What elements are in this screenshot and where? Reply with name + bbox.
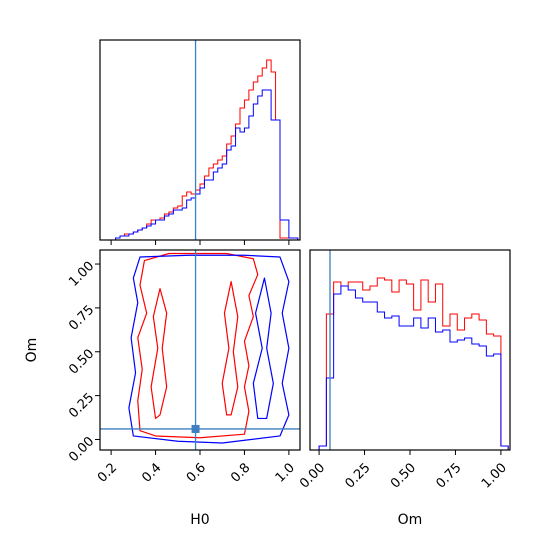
om-hist-x-tick-label: 1.00 [479,460,510,491]
h0-histogram-frame [99,39,301,241]
om-x-axis-label: Om [398,512,423,528]
h0-axis-label: H0 [190,512,209,528]
om-histogram-frame [309,249,511,451]
om-hist-x-tick-label: 0.50 [388,460,419,491]
om-hist-series-1 [318,285,509,450]
joint-x-tick-label: 1.0 [273,460,298,485]
joint-x-tick-label: 0.6 [184,460,209,485]
joint-y-tick-label: 1.00 [66,259,97,290]
joint-y-tick-label: 0.00 [66,434,97,465]
om-hist-x-tick-label: 0.00 [297,460,328,491]
truth-marker [191,424,200,433]
om-histogram-panel: 0.00 0.25 0.50 0.75 1.00 [297,249,511,492]
om-y-axis-label: Om [24,338,40,363]
joint-y-tick-label: 0.25 [66,390,97,421]
joint-x-tick-label: 0.2 [95,460,120,485]
joint-x-tick-label: 0.4 [139,460,164,485]
om-hist-x-tick-label: 0.75 [433,460,464,491]
h0-histogram-panel [99,39,301,245]
joint-y-tick-label: 0.75 [66,303,97,334]
contour-0 [137,252,259,439]
joint-x-tick-label: 0.8 [228,460,253,485]
joint-y-tick-label: 0.50 [66,346,97,377]
contour-layer [128,252,290,444]
joint-frame [99,249,301,451]
contour-1 [150,287,168,420]
contour-2 [221,280,239,416]
h0-om-contour-panel: 0.2 0.4 0.6 0.8 1.0 0.00 0.25 0.50 0.75 1.00 [66,249,301,486]
h0-hist-series-0 [115,59,299,240]
om-hist-x-tick-label: 0.25 [343,460,374,491]
contour-3 [128,254,290,444]
contour-4 [252,277,274,420]
om-hist-series-0 [318,277,509,450]
h0-hist-series-1 [115,89,299,240]
